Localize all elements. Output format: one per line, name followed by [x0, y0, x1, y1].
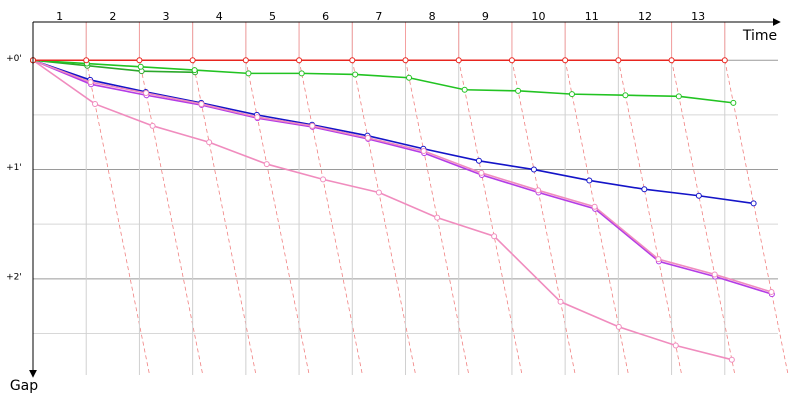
- point: [263, 161, 270, 168]
- point: [478, 169, 485, 176]
- point: [406, 74, 413, 81]
- point: [668, 57, 675, 64]
- point: [402, 57, 409, 64]
- lap-line: [351, 60, 417, 376]
- point: [461, 86, 468, 93]
- x-tick-label: 8: [429, 10, 436, 23]
- y-axis-label: Gap: [10, 378, 38, 394]
- point: [83, 57, 90, 64]
- point: [750, 200, 757, 207]
- series-line: [32, 59, 772, 293]
- x-tick-label: 5: [269, 10, 276, 23]
- point: [672, 342, 679, 349]
- x-tick-label: 6: [322, 10, 329, 23]
- point: [615, 57, 622, 64]
- point: [655, 256, 662, 263]
- point: [455, 57, 462, 64]
- grid: [33, 22, 789, 376]
- point: [641, 186, 648, 193]
- point: [675, 93, 682, 100]
- x-tick-label: 10: [532, 10, 546, 23]
- point: [695, 192, 702, 199]
- point: [364, 134, 371, 141]
- point: [254, 114, 261, 121]
- point: [491, 233, 498, 240]
- lap-line: [511, 60, 576, 376]
- point: [530, 166, 537, 173]
- series-line: [32, 59, 734, 104]
- x-axis-label: Time: [742, 28, 777, 44]
- point: [149, 122, 156, 129]
- point: [434, 214, 441, 221]
- x-tick-label: 1: [56, 10, 63, 23]
- point: [136, 57, 143, 64]
- point: [198, 100, 205, 107]
- y-tick-label: +0': [6, 54, 22, 64]
- point: [721, 57, 728, 64]
- x-tick-label: 2: [109, 10, 116, 23]
- x-tick-label: 3: [163, 10, 170, 23]
- point: [535, 187, 542, 194]
- plot: [30, 57, 775, 363]
- point: [615, 323, 622, 330]
- x-tick-label: 12: [638, 10, 652, 23]
- point: [352, 71, 359, 78]
- point: [728, 356, 735, 363]
- point: [711, 271, 718, 278]
- x-tick-label: 4: [216, 10, 223, 23]
- point: [375, 189, 382, 196]
- point: [622, 92, 629, 99]
- point: [420, 147, 427, 154]
- point: [591, 203, 598, 210]
- point: [298, 70, 305, 77]
- point: [92, 100, 99, 107]
- point: [562, 57, 569, 64]
- lap-line: [458, 60, 523, 376]
- point: [189, 57, 196, 64]
- x-tick-label: 9: [482, 10, 489, 23]
- lap-line: [671, 60, 736, 376]
- point: [296, 57, 303, 64]
- point: [568, 91, 575, 98]
- lap-line: [245, 60, 310, 376]
- point: [475, 157, 482, 164]
- x-tick-label: 11: [585, 10, 599, 23]
- point: [143, 90, 150, 97]
- y-tick-label: +2': [6, 272, 22, 282]
- point: [191, 67, 198, 74]
- x-tick-label: 7: [375, 10, 382, 23]
- point: [87, 79, 94, 86]
- point: [242, 57, 249, 64]
- x-tick-label: 13: [691, 10, 705, 23]
- point: [206, 139, 213, 146]
- series-line: [32, 59, 196, 74]
- lap-line: [724, 60, 789, 376]
- point: [309, 122, 316, 129]
- point: [349, 57, 356, 64]
- point: [515, 87, 522, 94]
- series-line: [32, 59, 773, 295]
- point: [557, 298, 564, 305]
- point: [730, 99, 737, 106]
- point: [137, 63, 144, 70]
- point: [586, 177, 593, 184]
- lap-line: [85, 60, 150, 376]
- lap-line: [298, 60, 363, 376]
- point: [245, 70, 252, 77]
- series-line: [32, 59, 754, 205]
- lap-line: [139, 60, 204, 376]
- lap-line: [617, 60, 683, 376]
- point: [768, 288, 775, 295]
- point: [508, 57, 515, 64]
- point: [320, 176, 327, 183]
- y-tick-label: +1': [6, 163, 22, 173]
